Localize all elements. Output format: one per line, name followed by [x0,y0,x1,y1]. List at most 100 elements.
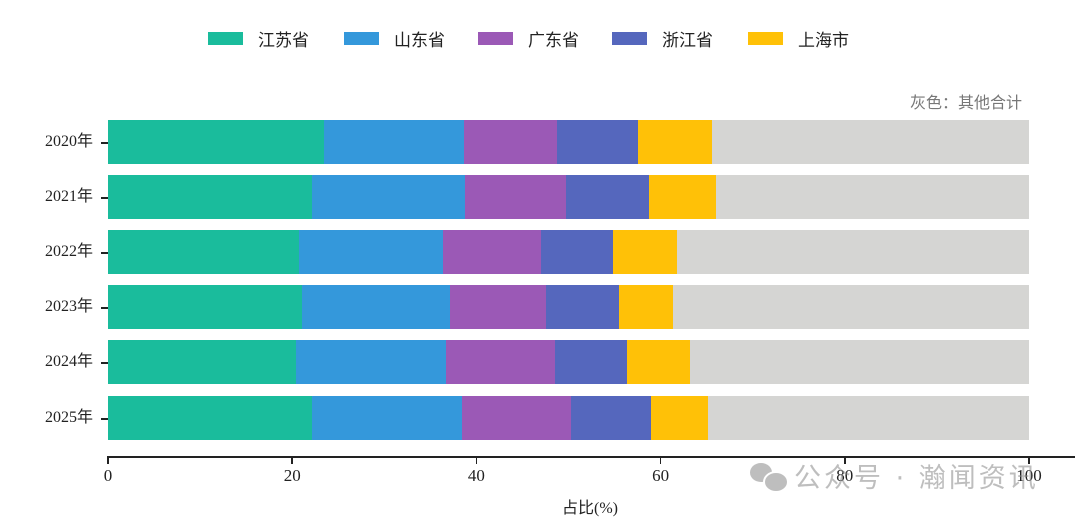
bar-segment [619,285,673,329]
y-tick-label: 2025年 [44,409,93,426]
y-tick: 2023年 [0,297,108,317]
watermark-text: 公众号 · 瀚闻资讯 [794,463,1039,494]
bar-segment [445,340,555,384]
bar-segment [637,120,713,164]
bar-segment [108,285,303,329]
bar-row [108,120,1029,164]
x-tick: 20 [272,457,312,486]
bar-row [108,175,1029,219]
y-tick-label: 2024年 [44,353,93,370]
x-tick-label: 60 [652,466,670,485]
bar-segment [571,396,652,440]
y-tick-mark [101,197,108,199]
bar-segment [627,340,691,384]
x-tick-label: 20 [283,466,301,485]
legend-label: 广东省 [528,30,579,50]
bar-segment [677,230,1029,274]
bar-segment [312,175,466,219]
legend-label: 浙江省 [662,30,713,50]
bar-segment [312,396,462,440]
x-axis-line [107,456,1075,458]
bar-row [108,396,1029,440]
x-tick-mark [107,457,109,464]
y-tick-mark [101,362,108,364]
bar-segment [651,396,708,440]
y-tick-mark [101,252,108,254]
x-tick-mark [659,457,662,464]
legend-swatch-zhejiang [612,31,647,45]
bar-segment [546,285,620,329]
legend-item-zhejiang: 浙江省 [612,24,713,52]
bar-segment [108,230,299,274]
x-tick-label: 40 [467,466,485,485]
x-tick-mark [844,457,846,464]
legend: 江苏省 山东省 广东省 浙江省 上海市 [0,24,1080,52]
legend-label: 江苏省 [258,30,309,50]
legend-item-jiangsu: 江苏省 [208,24,309,52]
bar-segment [449,285,547,329]
bar-segment [672,285,1029,329]
watermark: 公众号 · 瀚闻资讯 [750,456,1039,495]
bar-segment [540,230,613,274]
x-tick-label: 0 [103,466,113,485]
wechat-icon [750,461,789,493]
y-tick-label: 2020年 [44,133,93,150]
bar-segment [465,175,566,219]
bar-row [108,285,1029,329]
bar-segment [302,285,450,329]
bar-segment [612,230,678,274]
bar-segment [108,120,324,164]
x-tick: 80 [825,457,865,486]
bar-segment [557,120,638,164]
y-tick: 2022年 [0,242,108,262]
bar-segment [554,340,628,384]
y-tick-label: 2022年 [44,243,93,260]
x-tick-label: 80 [836,466,854,485]
bar-segment [295,340,446,384]
y-tick: 2025年 [0,408,108,428]
legend-swatch-jiangsu [208,31,243,45]
y-tick-mark [101,418,108,420]
bar-segment [565,175,649,219]
legend-item-guangdong: 广东省 [478,24,579,52]
x-axis-label: 占比(%) [562,500,618,517]
y-tick-label: 2021年 [44,188,93,205]
legend-swatch-shanghai [748,31,783,45]
y-tick: 2021年 [0,187,108,207]
bar-segment [108,340,296,384]
bar-segment [443,230,541,274]
plot-area [108,112,1029,456]
gray-annotation: 灰色：其他合计 [909,95,1022,112]
y-tick-mark [101,307,108,309]
bar-segment [715,175,1029,219]
bar-segment [461,396,572,440]
bar-segment [108,175,313,219]
legend-swatch-guangdong [478,31,513,45]
bar-segment [298,230,444,274]
y-tick-label: 2023年 [44,298,93,315]
bar-segment [690,340,1029,384]
y-tick: 2020年 [0,132,108,152]
bar-segment [712,120,1029,164]
bar-segment [648,175,716,219]
bar-row [108,340,1029,384]
legend-swatch-shandong [344,31,379,45]
bar-segment [323,120,465,164]
x-tick-mark [291,457,293,464]
bar-segment [108,396,313,440]
x-tick: 60 [641,457,681,486]
y-tick: 2024年 [0,352,108,372]
bar-segment [464,120,558,164]
x-tick: 0 [88,457,128,486]
legend-item-shandong: 山东省 [344,24,445,52]
x-tick: 40 [456,457,496,486]
bar-segment [707,396,1029,440]
legend-label: 上海市 [798,30,849,50]
legend-item-shanghai: 上海市 [748,24,849,52]
x-tick-mark [1028,457,1030,464]
bar-row [108,230,1029,274]
x-tick: 100 [1009,457,1049,486]
legend-label: 山东省 [394,30,445,50]
y-tick-mark [101,142,108,144]
x-tick-label: 100 [1016,466,1042,485]
